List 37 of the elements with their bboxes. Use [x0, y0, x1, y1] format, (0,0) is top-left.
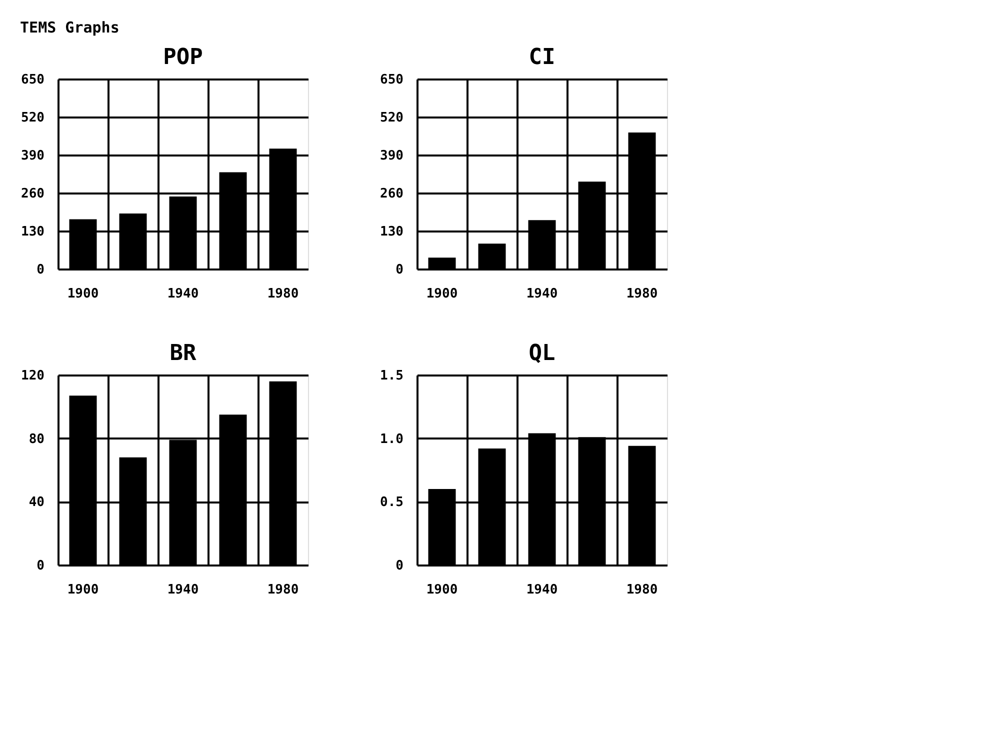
x-tick-label: 1940: [526, 582, 558, 598]
x-tick-label: 1980: [267, 286, 299, 302]
y-tick-label: 260: [21, 186, 45, 202]
y-tick-label: 0: [396, 558, 404, 574]
y-tick-label: 120: [21, 368, 45, 384]
y-tick-label: 0.5: [380, 495, 404, 510]
y-tick-label: 80: [28, 432, 45, 447]
x-tick-label: 1940: [526, 286, 558, 302]
y-tick-label: 0: [396, 262, 404, 278]
x-tick-label: 1900: [426, 286, 458, 302]
x-tick-label: 1900: [426, 582, 458, 598]
x-tick-label: 1980: [626, 286, 658, 302]
y-tick-label: 650: [21, 72, 45, 88]
chart-title: QL: [528, 341, 556, 366]
y-tick-label: 130: [380, 224, 404, 240]
chart-title: CI: [528, 45, 556, 70]
y-tick-label: 520: [380, 110, 404, 126]
y-tick-label: 40: [28, 495, 45, 510]
y-tick-label: 390: [380, 148, 404, 164]
x-tick-label: 1980: [626, 582, 658, 598]
chart-title: POP: [163, 45, 203, 70]
y-tick-label: 650: [380, 72, 404, 88]
y-tick-label: 1.0: [380, 432, 404, 447]
chart-title: BR: [170, 341, 197, 366]
y-tick-label: 390: [21, 148, 45, 164]
x-tick-label: 1980: [267, 582, 299, 598]
x-tick-label: 1940: [167, 286, 199, 302]
x-tick-label: 1900: [67, 286, 99, 302]
y-tick-label: 0: [36, 262, 45, 278]
y-tick-label: 520: [21, 110, 45, 126]
y-tick-label: 0: [36, 558, 45, 574]
y-tick-label: 1.5: [380, 368, 404, 384]
y-tick-label: 260: [380, 186, 404, 202]
y-tick-label: 130: [21, 224, 45, 240]
text: TEMS Graphs: [20, 18, 120, 36]
x-tick-label: 1900: [67, 582, 99, 598]
x-tick-label: 1940: [167, 582, 199, 598]
